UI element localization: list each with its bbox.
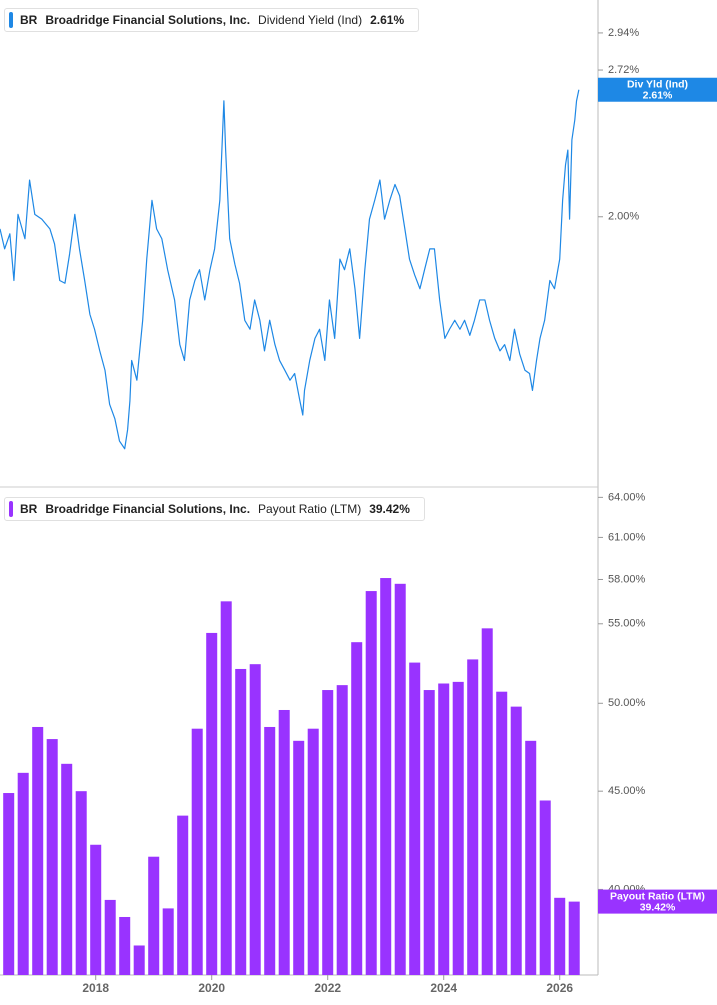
company: Broadridge Financial Solutions, Inc. <box>45 502 251 516</box>
y-tick-label: 2.72% <box>608 64 639 76</box>
bar <box>423 690 435 975</box>
bar <box>119 916 131 975</box>
value-badge <box>598 889 717 914</box>
bar <box>293 740 305 975</box>
bar <box>481 628 493 975</box>
metric-value: 39.42% <box>369 502 410 516</box>
bar <box>32 726 44 975</box>
bar <box>90 844 102 975</box>
metric-value: 2.61% <box>370 13 405 27</box>
metric: Payout Ratio (LTM) <box>258 502 362 516</box>
bar <box>46 739 58 975</box>
y-tick-label: 64.00% <box>608 491 646 503</box>
bar <box>322 690 334 975</box>
bar <box>568 901 580 975</box>
bar <box>394 583 406 975</box>
bar <box>307 728 319 975</box>
y-tick-label: 50.00% <box>608 697 646 709</box>
x-tick-label: 2024 <box>430 981 457 995</box>
metric: Dividend Yield (Ind) <box>258 13 363 27</box>
badge-name: Payout Ratio (LTM) <box>610 890 705 902</box>
x-tick-label: 2022 <box>314 981 341 995</box>
y-tick-label: 45.00% <box>608 785 646 797</box>
value-badge <box>598 77 717 102</box>
legend-header: BR Broadridge Financial Solutions, Inc. … <box>4 497 425 521</box>
bar <box>162 908 174 975</box>
bar <box>249 664 261 975</box>
y-tick-label: 55.00% <box>608 618 646 630</box>
bar <box>278 709 290 975</box>
bar <box>235 668 247 975</box>
bar <box>61 763 73 975</box>
bar <box>525 740 537 975</box>
bar <box>3 793 15 975</box>
y-tick-label: 61.00% <box>608 531 646 543</box>
bar <box>438 683 450 975</box>
bar <box>510 706 522 975</box>
legend-swatch <box>9 12 13 28</box>
bar <box>17 772 29 975</box>
bar <box>104 899 116 975</box>
bar <box>336 685 348 975</box>
bar <box>75 791 87 975</box>
ticker: BR <box>20 13 38 27</box>
bar <box>452 681 464 975</box>
bar <box>220 601 232 975</box>
bar <box>365 591 377 975</box>
x-tick-label: 2020 <box>198 981 225 995</box>
badge-value: 2.61% <box>643 90 673 102</box>
bar <box>264 726 276 975</box>
ticker: BR <box>20 502 38 516</box>
bar <box>133 945 145 975</box>
bar <box>191 728 203 975</box>
bar <box>409 662 421 975</box>
bar <box>148 856 160 975</box>
bar <box>206 632 218 975</box>
bar <box>467 659 479 975</box>
bar <box>351 642 363 975</box>
line <box>0 89 580 450</box>
badge-name: Div Yld (Ind) <box>627 79 688 91</box>
bar <box>496 691 508 975</box>
x-tick-label: 2026 <box>546 981 573 995</box>
bar <box>554 897 566 975</box>
legend-header: BR Broadridge Financial Solutions, Inc. … <box>4 8 420 32</box>
y-tick-label: 58.00% <box>608 573 646 585</box>
x-tick-label: 2018 <box>82 981 109 995</box>
y-tick-label: 2.94% <box>608 27 639 39</box>
company: Broadridge Financial Solutions, Inc. <box>45 13 251 27</box>
bar <box>177 815 189 975</box>
bar <box>380 578 392 975</box>
y-tick-label: 2.00% <box>608 211 639 223</box>
legend-swatch <box>9 501 13 517</box>
badge-value: 39.42% <box>640 901 676 913</box>
bar <box>539 800 551 975</box>
